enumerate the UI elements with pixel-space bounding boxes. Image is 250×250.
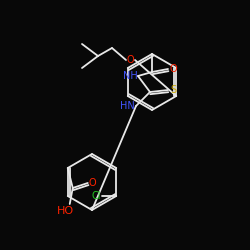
Text: S: S xyxy=(170,85,176,95)
Text: O: O xyxy=(126,55,134,65)
Text: HN: HN xyxy=(120,101,134,111)
Text: O: O xyxy=(169,64,177,74)
Text: HO: HO xyxy=(57,206,74,216)
Text: O: O xyxy=(89,178,96,188)
Text: Cl: Cl xyxy=(92,191,101,201)
Text: NH: NH xyxy=(122,71,138,81)
